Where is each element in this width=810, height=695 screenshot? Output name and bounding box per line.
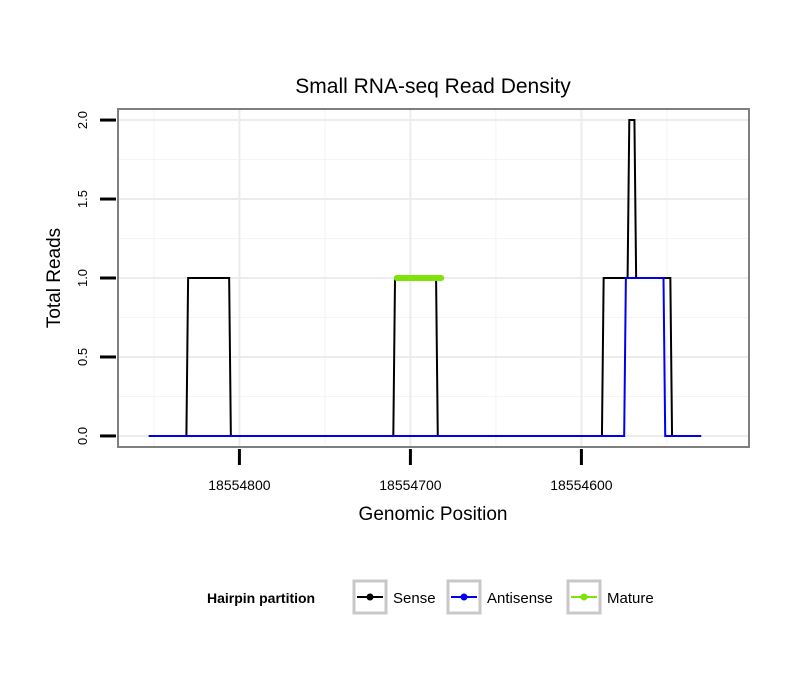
y-tick-label: 0.0 <box>75 427 90 445</box>
plot-border <box>117 108 750 448</box>
chart-title: Small RNA-seq Read Density <box>295 75 571 98</box>
legend: Hairpin partition Sense Antisense Mature <box>207 579 654 615</box>
x-tick-label: 18554800 <box>208 477 271 493</box>
legend-item-sense: Sense <box>352 579 436 615</box>
legend-label: Sense <box>393 590 436 607</box>
y-tick-label: 1.0 <box>75 269 90 287</box>
legend-item-antisense: Antisense <box>446 579 553 615</box>
y-axis: 0.0 0.5 1.0 1.5 2.0 <box>75 111 116 445</box>
legend-key-point <box>580 593 588 601</box>
x-axis: 18554800 18554700 18554600 <box>208 449 613 493</box>
legend-key-point <box>460 593 468 601</box>
legend-title: Hairpin partition <box>207 590 315 606</box>
legend-key-point <box>366 593 374 601</box>
y-tick-label: 2.0 <box>75 111 90 129</box>
y-axis-label: Total Reads <box>44 228 65 328</box>
legend-label: Antisense <box>487 590 553 607</box>
x-axis-label: Genomic Position <box>359 504 508 525</box>
legend-label: Mature <box>607 590 654 607</box>
legend-entries: Sense Antisense Mature <box>352 579 654 615</box>
x-tick-label: 18554600 <box>550 477 613 493</box>
legend-item-mature: Mature <box>566 579 654 615</box>
x-tick-label: 18554700 <box>379 477 442 493</box>
series-line-antisense <box>148 277 702 437</box>
series-layer <box>148 119 702 437</box>
y-tick-label: 1.5 <box>75 190 90 208</box>
y-tick-label: 0.5 <box>75 348 90 366</box>
